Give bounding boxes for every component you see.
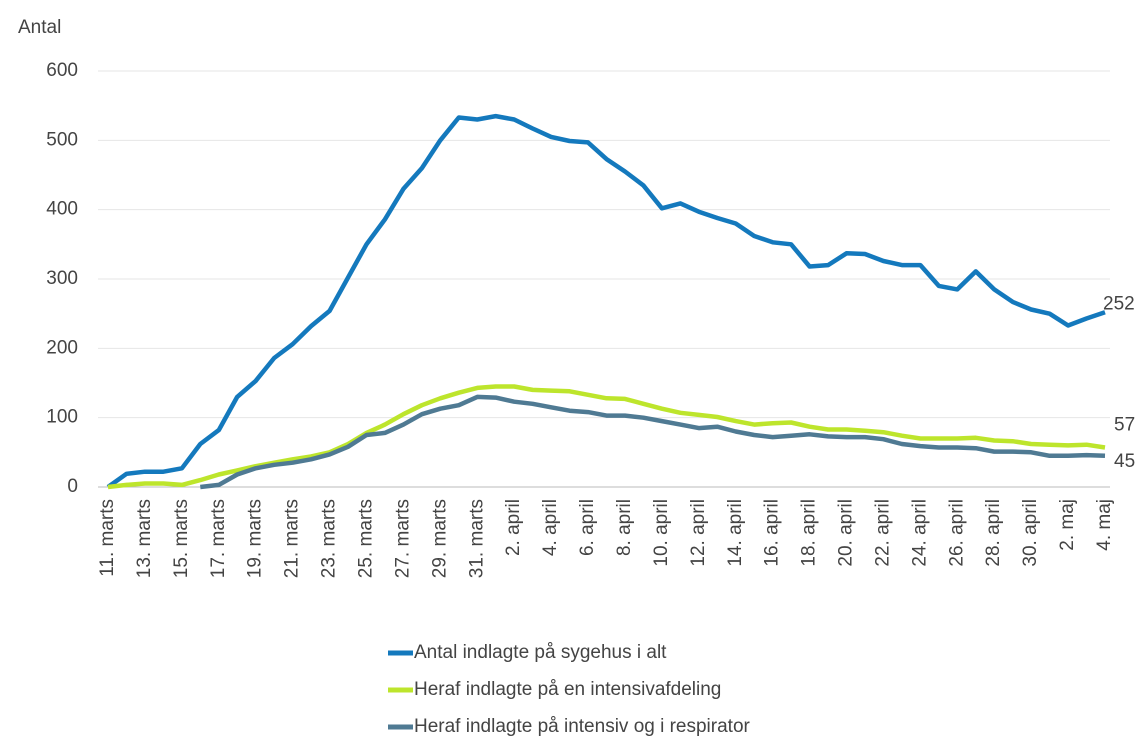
x-tick-label: 11. marts xyxy=(97,499,118,577)
y-tick-label: 300 xyxy=(46,268,78,289)
series-line xyxy=(106,113,1106,489)
y-tick-label: 0 xyxy=(67,476,78,497)
series-line xyxy=(200,394,1106,490)
x-tick-label: 22. april xyxy=(872,499,893,567)
x-tick-label: 18. april xyxy=(799,499,820,567)
x-tick-label: 16. april xyxy=(762,499,783,567)
series-line xyxy=(107,384,1106,490)
x-tick-label: 15. marts xyxy=(171,499,192,578)
y-tick-label: 500 xyxy=(46,129,78,150)
x-tick-label: 12. april xyxy=(688,499,709,567)
legend-label: Antal indlagte på sygehus i alt xyxy=(414,642,667,663)
x-tick-label: 30. april xyxy=(1020,499,1041,567)
x-tick-label: 26. april xyxy=(946,499,967,567)
x-tick-label: 20. april xyxy=(836,499,857,567)
y-tick-label: 200 xyxy=(46,337,78,358)
x-tick-label: 27. marts xyxy=(392,499,413,578)
x-tick-label: 31. marts xyxy=(466,499,487,578)
y-tick-label: 100 xyxy=(46,407,78,428)
x-tick-label: 2. april xyxy=(503,499,524,556)
y-axis-label: Antal xyxy=(18,17,61,38)
x-tick-label: 10. april xyxy=(651,499,672,567)
x-tick-label: 17. marts xyxy=(208,499,229,578)
x-tick-label: 21. marts xyxy=(282,499,303,578)
end-label: 252 xyxy=(1103,293,1135,314)
end-label: 45 xyxy=(1114,451,1135,472)
x-tick-label: 28. april xyxy=(983,499,1004,567)
x-tick-label: 8. april xyxy=(614,499,635,556)
x-tick-label: 29. marts xyxy=(429,499,450,578)
y-tick-label: 600 xyxy=(46,60,78,81)
end-label: 57 xyxy=(1114,414,1135,435)
x-tick-label: 4. april xyxy=(540,499,561,556)
x-tick-label: 24. april xyxy=(909,499,930,567)
x-tick-label: 25. marts xyxy=(355,499,376,578)
x-tick-label: 2. maj xyxy=(1057,499,1078,551)
x-tick-label: 4. maj xyxy=(1094,499,1115,551)
legend-label: Heraf indlagte på en intensivafdeling xyxy=(414,679,721,700)
x-tick-label: 19. marts xyxy=(245,499,266,578)
legend-label: Heraf indlagte på intensiv og i respirat… xyxy=(414,716,751,737)
y-tick-label: 400 xyxy=(46,199,78,220)
x-tick-label: 6. april xyxy=(577,499,598,556)
x-tick-label: 13. marts xyxy=(134,499,155,578)
x-tick-label: 14. april xyxy=(725,499,746,567)
x-tick-label: 23. marts xyxy=(319,499,340,578)
